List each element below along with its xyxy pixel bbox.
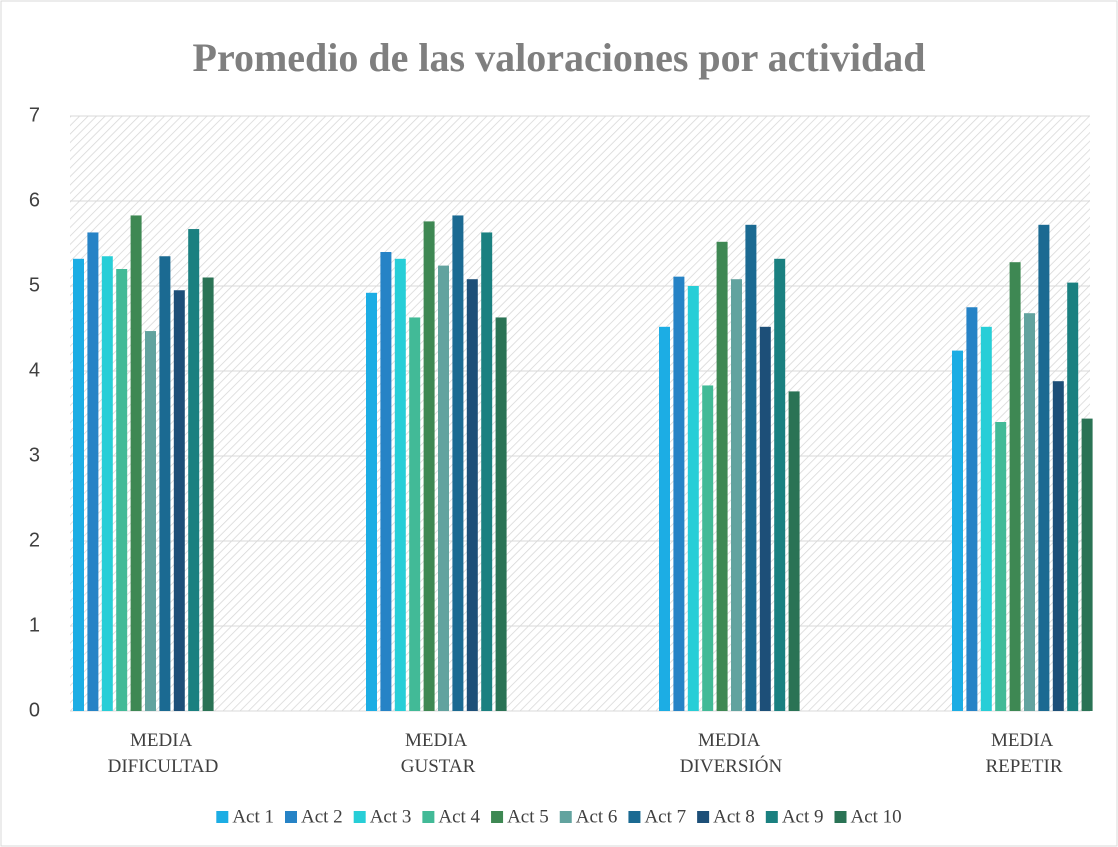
legend-swatch bbox=[628, 811, 641, 823]
x-tick-label: MEDIA DIVERSIÓN bbox=[680, 730, 783, 777]
bar bbox=[702, 385, 714, 711]
x-tick-label: MEDIA DIFICULTAD bbox=[108, 730, 219, 777]
bar bbox=[995, 422, 1007, 711]
bar bbox=[980, 326, 992, 711]
legend-label: Act 7 bbox=[644, 806, 686, 827]
bar bbox=[481, 232, 493, 711]
x-tick-line: DIVERSIÓN bbox=[680, 755, 783, 777]
x-tick-line: MEDIA bbox=[991, 730, 1057, 751]
bar bbox=[495, 317, 507, 711]
legend-swatch bbox=[285, 811, 297, 823]
legend-swatch bbox=[834, 811, 847, 823]
legend-swatch bbox=[216, 811, 229, 823]
bar bbox=[716, 241, 728, 712]
bar bbox=[731, 279, 742, 711]
legend-swatch bbox=[491, 811, 504, 823]
legend-label: Act 6 bbox=[576, 806, 618, 827]
x-tick-line: REPETIR bbox=[985, 756, 1062, 777]
bar bbox=[466, 279, 478, 711]
y-tick-label: 2 bbox=[29, 529, 40, 551]
bar bbox=[745, 224, 757, 712]
bar bbox=[145, 331, 156, 711]
bar bbox=[423, 221, 435, 711]
bar bbox=[1009, 262, 1021, 711]
bar bbox=[1038, 224, 1050, 712]
bar bbox=[366, 292, 377, 711]
legend-label: Act 5 bbox=[507, 806, 549, 827]
x-tick-line: MEDIA bbox=[405, 730, 471, 751]
x-tick-label: MEDIA REPETIR bbox=[985, 730, 1062, 777]
bar bbox=[788, 391, 800, 711]
bar bbox=[774, 258, 786, 711]
bar bbox=[87, 232, 99, 711]
legend-label: Act 2 bbox=[301, 806, 343, 827]
x-tick-line: MEDIA bbox=[698, 730, 764, 751]
y-tick-label: 7 bbox=[29, 104, 40, 126]
bar bbox=[1052, 381, 1064, 711]
legend-label: Act 4 bbox=[438, 806, 480, 827]
bar bbox=[1067, 282, 1079, 711]
bar bbox=[394, 258, 406, 711]
y-tick-label: 4 bbox=[29, 359, 40, 381]
bar bbox=[202, 277, 214, 711]
bar bbox=[673, 276, 685, 711]
bar bbox=[409, 317, 421, 711]
bar bbox=[687, 286, 699, 711]
bar bbox=[116, 269, 128, 711]
bar bbox=[380, 252, 392, 711]
legend: Act 1 Act 2 Act 3 Act 4 Act 5 Act 6 Act 7 Act 8… bbox=[216, 806, 902, 827]
bar bbox=[759, 326, 771, 711]
bar bbox=[73, 258, 84, 711]
legend-label: Act 1 bbox=[232, 806, 274, 827]
legend-swatch bbox=[765, 811, 778, 823]
bar bbox=[438, 265, 449, 711]
bar bbox=[1024, 313, 1035, 711]
chart-title: Promedio de las valoraciones por activid… bbox=[193, 35, 926, 80]
bar bbox=[173, 290, 185, 711]
plot-area bbox=[70, 116, 1090, 711]
bar bbox=[159, 256, 171, 711]
legend-label: Act 8 bbox=[713, 806, 755, 827]
bar bbox=[659, 326, 670, 711]
y-tick-label: 0 bbox=[29, 699, 40, 721]
legend-swatch bbox=[353, 811, 366, 823]
legend-swatch bbox=[422, 811, 435, 823]
legend-swatch bbox=[559, 811, 572, 823]
legend-label: Act 3 bbox=[370, 806, 412, 827]
bar bbox=[130, 215, 142, 711]
x-tick-line: MEDIA bbox=[130, 730, 196, 751]
bar bbox=[452, 215, 464, 711]
bar bbox=[101, 256, 113, 711]
y-tick-label: 5 bbox=[29, 274, 40, 296]
x-tick-label: MEDIA GUSTAR bbox=[401, 730, 476, 777]
bar bbox=[1081, 418, 1093, 711]
bar bbox=[188, 229, 200, 712]
x-tick-line: GUSTAR bbox=[401, 756, 476, 777]
bar bbox=[952, 350, 963, 711]
y-tick-label: 6 bbox=[29, 189, 40, 211]
legend-swatch bbox=[697, 811, 710, 823]
bar bbox=[966, 307, 978, 711]
legend-label: Act 9 bbox=[782, 806, 824, 827]
legend-label: Act 10 bbox=[851, 806, 902, 827]
y-tick-label: 3 bbox=[29, 444, 40, 466]
x-tick-line: DIFICULTAD bbox=[108, 756, 219, 777]
y-tick-label: 1 bbox=[29, 614, 40, 636]
